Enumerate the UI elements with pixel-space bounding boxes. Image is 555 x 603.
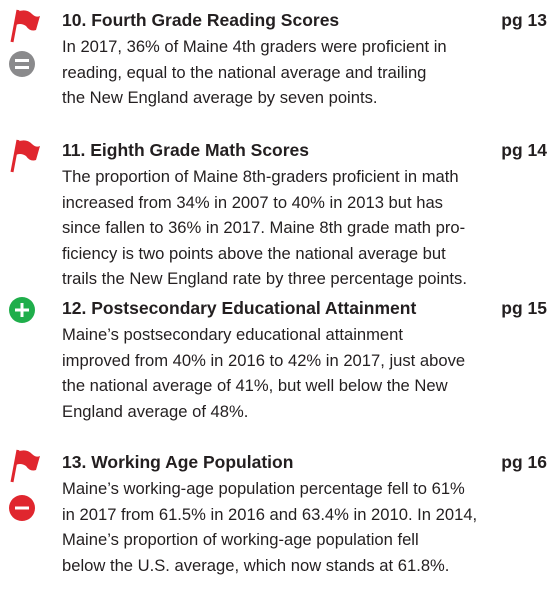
body-line: below the U.S. average, which now stands… bbox=[62, 555, 450, 575]
flag-icon bbox=[10, 9, 40, 43]
body-line: increased from 34% in 2007 to 40% in 201… bbox=[62, 192, 443, 212]
equal-icon bbox=[9, 51, 35, 77]
minus-icon bbox=[9, 495, 35, 521]
page-number: pg 13 bbox=[501, 10, 547, 30]
body-line: Maine’s postsecondary educational attain… bbox=[62, 325, 403, 344]
item-title: 13. Working Age Population bbox=[62, 452, 294, 472]
body-line: England average of 48%. bbox=[62, 401, 249, 421]
item-title: 12. Postsecondary Educational Attainment bbox=[62, 298, 417, 318]
body-line: reading, equal to the national average a… bbox=[62, 62, 427, 82]
page-number: pg 14 bbox=[501, 140, 547, 160]
item-title: 10. Fourth Grade Reading Scores bbox=[62, 10, 340, 30]
body-line: ficiency is two points above the nationa… bbox=[62, 243, 446, 263]
body-line: Maine’s proportion of working-age popula… bbox=[62, 530, 419, 549]
body-line: In 2017, 36% of Maine 4th graders were p… bbox=[62, 37, 447, 56]
body-line: the New England average by seven points. bbox=[62, 88, 378, 107]
page-number: pg 16 bbox=[501, 452, 547, 472]
body-line: in 2017 from 61.5% in 2016 and 63.4% in … bbox=[62, 504, 478, 524]
plus-icon bbox=[9, 297, 35, 323]
flag-icon bbox=[10, 139, 40, 173]
page-number: pg 15 bbox=[501, 298, 547, 318]
item-title: 11. Eighth Grade Math Scores bbox=[62, 140, 310, 160]
flag-icon bbox=[10, 449, 40, 483]
body-line: since fallen to 36% in 2017. Maine 8th g… bbox=[62, 218, 466, 237]
body-line: The proportion of Maine 8th-graders prof… bbox=[62, 167, 459, 186]
body-line: Maine’s working-age population percentag… bbox=[62, 479, 465, 498]
body-line: improved from 40% in 2016 to 42% in 2017… bbox=[62, 350, 466, 370]
body-line: trails the New England rate by three per… bbox=[62, 269, 467, 288]
body-line: the national average of 41%, but well be… bbox=[62, 376, 448, 395]
